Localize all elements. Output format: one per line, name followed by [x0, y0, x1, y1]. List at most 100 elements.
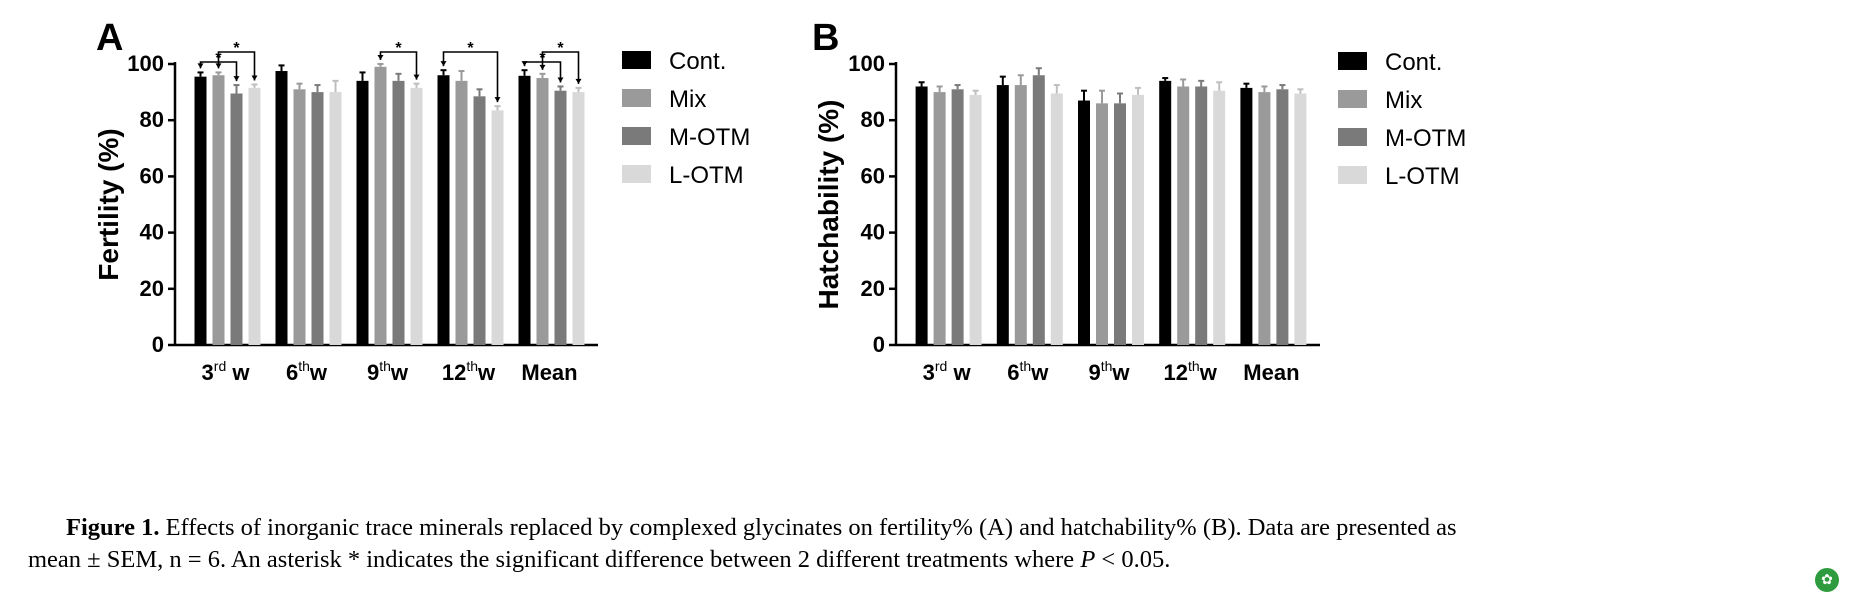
significance-bracket: [217, 51, 256, 81]
legend-label: Cont.: [669, 48, 726, 75]
bar: [455, 80, 468, 346]
significance-arrow: [413, 74, 420, 80]
significance-arrow: [557, 77, 564, 83]
caption-label: Figure 1.: [66, 514, 160, 541]
x-tick-label: 6thw: [1007, 358, 1049, 385]
y-axis-title: Hatchability (%): [813, 99, 844, 309]
panel-b: B Hatchability (%) 0 20 40 60 80 100 3rd w 6thw 9t…: [812, 17, 1466, 385]
bar: [437, 75, 450, 346]
legend-label: Mix: [1385, 87, 1422, 114]
bar: [1276, 89, 1289, 345]
significance-arrow: [494, 97, 501, 103]
bar: [518, 75, 531, 345]
x-tick-label: 6thw: [286, 358, 328, 385]
caption-line2b: < 0.05.: [1095, 546, 1171, 573]
y-tick-label: 100: [127, 51, 164, 76]
bar: [1078, 100, 1090, 345]
bar: [554, 90, 567, 345]
bar: [212, 75, 225, 346]
bar: [311, 92, 324, 345]
y-tick-label: 0: [873, 332, 885, 357]
bar: [392, 80, 405, 346]
y-tick-label: 0: [152, 332, 164, 357]
y-axis-title: Fertility (%): [93, 128, 124, 280]
bar: [230, 93, 243, 345]
bar: [329, 92, 342, 345]
bar: [194, 76, 207, 346]
bar: [1132, 94, 1144, 345]
x-tick-label: Mean: [521, 360, 577, 385]
significance-star: *: [395, 40, 402, 57]
y-tick-label: 100: [848, 51, 885, 76]
significance-arrow: [521, 61, 528, 67]
bar: [1114, 103, 1126, 345]
bar: [1159, 80, 1172, 346]
bar: [1294, 93, 1307, 345]
legend-swatch: [622, 127, 651, 145]
legend-label: Mix: [669, 86, 706, 113]
journal-badge-icon[interactable]: ✿: [1815, 568, 1839, 592]
caption-line1: Effects of inorganic trace minerals repl…: [165, 514, 1457, 541]
significance-bracket: [541, 51, 580, 84]
legend-label: M-OTM: [669, 124, 750, 151]
caption-line2a: mean ± SEM, n = 6. An asterisk * indicat…: [28, 546, 1081, 573]
legend-swatch: [1338, 128, 1367, 146]
x-tick-label: 3rd w: [923, 358, 972, 385]
significance-star: *: [467, 40, 474, 57]
y-tick-label: 60: [140, 163, 164, 188]
y-tick-label: 40: [861, 220, 885, 245]
y-tick-label: 80: [140, 107, 164, 132]
significance-arrow: [539, 64, 546, 70]
panel-letter: A: [96, 17, 123, 59]
legend-label: L-OTM: [669, 162, 744, 189]
y-tick-label: 20: [861, 276, 885, 301]
x-tick-label: 9thw: [1088, 358, 1130, 385]
significance-star: *: [233, 40, 240, 57]
bar: [1195, 86, 1208, 345]
legend-label: L-OTM: [1385, 163, 1460, 190]
bar: [1096, 103, 1108, 345]
y-tick-label: 40: [140, 220, 164, 245]
bar: [275, 71, 288, 346]
bar: [969, 94, 982, 345]
x-tick-label: 9thw: [367, 358, 409, 385]
x-tick-label: Mean: [1243, 360, 1299, 385]
significance-arrow: [251, 75, 258, 81]
bar: [1032, 75, 1045, 346]
legend-swatch: [622, 165, 651, 183]
significance-arrow: [575, 78, 582, 84]
legend-label: M-OTM: [1385, 125, 1466, 152]
bar: [473, 96, 486, 345]
bar: [933, 92, 946, 345]
bar: [410, 87, 423, 345]
bar: [951, 89, 964, 345]
y-tick-label: 80: [861, 107, 885, 132]
bar: [915, 86, 928, 345]
figure-caption: Figure 1. Effects of inorganic trace min…: [28, 512, 1828, 576]
bar: [356, 80, 369, 346]
y-tick-label: 20: [140, 276, 164, 301]
figure: A Fertility (%) 0 20 40 60 80 100 3rd w 6thw 9thw 1…: [93, 17, 1466, 385]
significance-star: *: [557, 40, 564, 57]
y-tick-label: 60: [861, 163, 885, 188]
legend-swatch: [1338, 90, 1367, 108]
x-tick-label: 12thw: [1164, 358, 1218, 385]
legend-swatch: [1338, 52, 1367, 70]
bar: [996, 85, 1009, 345]
bar: [491, 110, 504, 346]
significance-arrow: [197, 63, 204, 69]
caption-p-var: P: [1080, 546, 1096, 573]
significance-arrow: [233, 76, 240, 82]
bar: [1240, 87, 1253, 345]
panel-letter: B: [812, 17, 839, 59]
legend-swatch: [1338, 166, 1367, 184]
bar: [572, 92, 585, 345]
bar: [1258, 92, 1271, 345]
panel-a: A Fertility (%) 0 20 40 60 80 100 3rd w 6thw 9thw 1…: [93, 17, 750, 385]
legend-swatch: [622, 51, 651, 69]
bar: [536, 78, 549, 346]
bar: [293, 89, 306, 345]
legend-swatch: [622, 89, 651, 107]
bar: [248, 87, 261, 345]
bar: [374, 66, 387, 345]
